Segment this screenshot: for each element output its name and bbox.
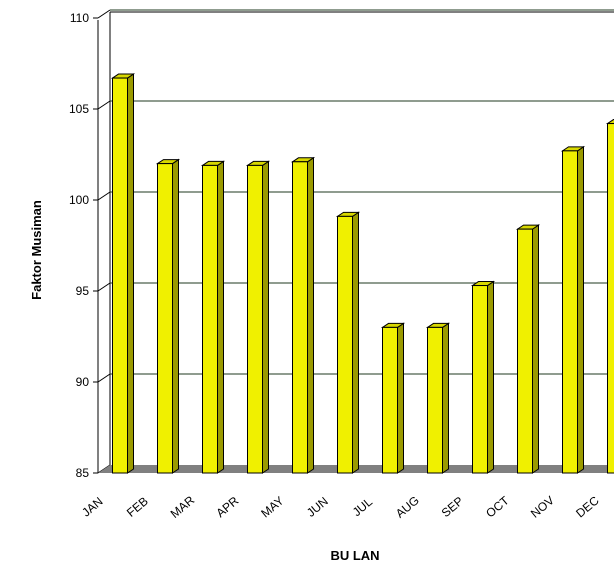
bar-front [292,161,308,474]
x-tick-label: SEP [439,494,466,520]
bar-side [397,322,404,474]
bar [380,322,406,474]
bar-side [352,211,359,474]
y-axis-title: Faktor Musiman [29,200,44,300]
x-tick-label: JAN [79,494,105,519]
x-tick-label: DEC [573,493,602,520]
bar-front [112,77,128,474]
plot-back-wall [109,11,614,465]
y-axis: 85 90 95 100 105 110 [69,11,99,480]
bar [200,160,226,474]
y-tick-label: 105 [69,102,89,116]
x-tick-label: AUG [393,493,422,520]
bar-side [307,156,314,474]
x-tick-label: FEB [124,494,151,520]
x-tick-label: APR [213,493,241,520]
bar-side [577,145,584,474]
x-tick-label: JUL [350,495,376,520]
bar-front [202,164,218,474]
bar-front [427,326,443,474]
x-tick-label: JUN [304,494,331,520]
y-tick-label: 95 [76,284,90,298]
bar-side [532,224,539,474]
bar [560,145,586,474]
bar [470,280,496,474]
bar-side [262,160,269,474]
y-tick-label: 100 [69,193,89,207]
x-tick-label: OCT [483,493,512,520]
x-axis-title: BU LAN [330,548,379,563]
bar [605,119,614,474]
bar-side [217,160,224,474]
bar-top [605,119,614,125]
side-wall-gridline [97,100,111,110]
side-wall-gridline [97,9,111,19]
bar-front [517,228,533,474]
bar [335,211,361,474]
bars [110,73,614,474]
side-wall-gridline [97,282,111,292]
bar [110,73,136,474]
x-tick-label: NOV [528,493,557,520]
bar-front [472,285,488,474]
bar-side [127,73,134,474]
bar-front [337,215,353,474]
bar-side [487,280,494,474]
bar-front [247,164,263,474]
y-tick-label: 110 [70,11,89,25]
x-axis: JAN FEB MAR APR MAY JUN JUL AUG SEP OCT NOV DEC [79,493,602,521]
bar-side [172,158,179,474]
bar [425,322,451,474]
bar [290,156,316,474]
bar [245,160,271,474]
bar-front [562,150,578,474]
bar [515,224,541,474]
bar [155,158,181,474]
side-wall-gridline [97,191,111,201]
bar-front [607,123,614,474]
bar-side [442,322,449,474]
x-tick-label: MAR [168,493,198,521]
x-tick-label: MAY [258,493,286,520]
bar-front [157,163,173,474]
y-tick-label: 85 [76,466,90,480]
y-tick-label: 90 [76,375,90,389]
side-wall-gridline [97,373,111,383]
bar-front [382,326,398,474]
